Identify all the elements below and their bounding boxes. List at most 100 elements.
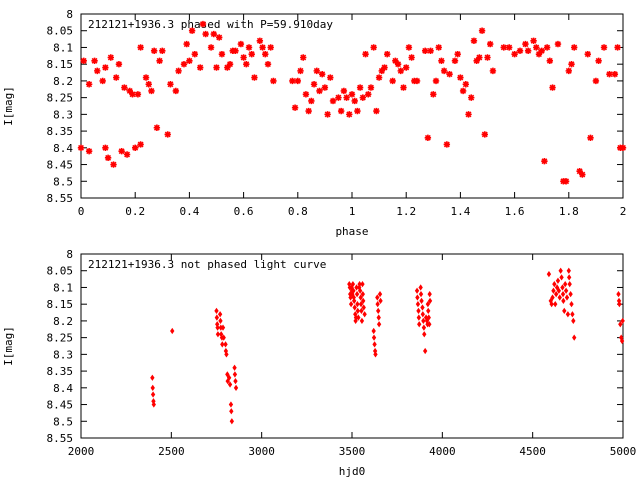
unphased-data-point: [348, 294, 353, 301]
phased-data-point: [297, 67, 304, 75]
phased-data-point: [400, 84, 407, 91]
unphased-data-point: [561, 297, 566, 304]
unphased-data-point: [150, 374, 155, 381]
phased-y-tick-label: 8.45: [47, 159, 74, 172]
phased-data-point: [600, 44, 608, 51]
phased-data-point: [584, 50, 591, 58]
phased-data-point: [91, 57, 98, 65]
unphased-x-tick-label: 2000: [68, 445, 95, 458]
phased-y-tick-label: 8.1: [53, 41, 73, 54]
phased-data-point: [546, 57, 554, 65]
unphased-data-point: [229, 408, 234, 415]
phased-data-point: [592, 77, 600, 85]
phased-data-point: [213, 64, 220, 71]
unphased-data-point: [352, 304, 357, 311]
phased-data-point: [164, 131, 171, 138]
unphased-data-point: [559, 274, 564, 281]
unphased-data-point: [214, 314, 220, 321]
phased-y-tick-label: 8.2: [53, 75, 73, 88]
phased-data-point: [102, 64, 109, 71]
phased-data-point: [102, 144, 109, 152]
phased-data-point: [107, 54, 115, 61]
phased-data-points: [77, 20, 627, 185]
unphased-data-point: [419, 297, 424, 304]
phased-data-point: [438, 57, 445, 65]
phased-data-point: [210, 30, 217, 38]
phased-data-point: [153, 124, 161, 131]
unphased-y-tick-label: 8.5: [53, 415, 73, 428]
unphased-data-point: [215, 331, 221, 338]
unphased-data-point: [362, 311, 367, 318]
unphased-x-tick-label: 3000: [248, 445, 275, 458]
phased-data-point: [465, 111, 472, 118]
phased-data-point: [300, 54, 307, 61]
phased-data-point: [443, 141, 451, 148]
phased-data-point: [340, 87, 348, 95]
unphased-data-point: [416, 314, 422, 321]
phased-x-tick-label: 1.4: [450, 205, 470, 218]
phased-data-point: [587, 134, 594, 141]
phased-data-point: [294, 77, 301, 85]
phased-data-point: [259, 44, 266, 51]
phased-data-point: [80, 57, 87, 65]
unphased-data-point: [232, 371, 238, 378]
phased-data-point: [145, 81, 152, 88]
unphased-axis-ticks: 2000 2500 3000 3500 4000 4500 5000 8 8.05 8.1 8.15…: [47, 248, 637, 458]
phased-data-point: [308, 97, 315, 105]
unphased-data-point: [228, 401, 234, 408]
unphased-data-point: [233, 384, 239, 391]
unphased-data-point: [376, 307, 381, 315]
unphased-data-point: [565, 311, 571, 318]
phased-data-point: [313, 67, 320, 75]
unphased-data-point: [350, 280, 356, 288]
phased-data-point: [459, 87, 467, 95]
unphased-data-point: [427, 291, 432, 298]
unphased-light-curve-chart: 212121+1936.3 not phased light curve hjd…: [2, 248, 636, 478]
unphased-data-point: [233, 377, 238, 385]
unphased-data-point: [562, 307, 567, 315]
phased-data-point: [207, 44, 215, 51]
unphased-data-point: [361, 297, 366, 304]
phased-data-point: [451, 57, 459, 65]
phased-data-point: [378, 67, 386, 75]
unphased-data-point: [563, 287, 569, 294]
phased-data-point: [197, 64, 204, 71]
phased-data-point: [524, 47, 532, 54]
unphased-data-point: [359, 307, 364, 315]
phased-data-point: [180, 60, 188, 68]
phased-data-point: [476, 54, 483, 61]
unphased-data-point: [373, 351, 378, 358]
phased-data-point: [291, 104, 299, 111]
phased-data-point: [403, 64, 410, 71]
phased-y-tick-label: 8.4: [53, 142, 73, 155]
phased-y-tick-label: 8: [66, 8, 73, 21]
phased-y-tick-label: 8.15: [47, 58, 74, 71]
phased-data-point: [430, 91, 437, 98]
phased-x-tick-label: 1.2: [396, 205, 416, 218]
phased-data-point: [134, 91, 142, 98]
unphased-y-tick-label: 8.35: [47, 365, 74, 378]
unphased-data-point: [568, 291, 573, 298]
phased-data-point: [218, 50, 226, 58]
phased-data-point: [435, 44, 442, 51]
unphased-data-point: [418, 284, 423, 291]
unphased-x-tick-label: 4000: [429, 445, 456, 458]
phased-data-point: [251, 74, 258, 81]
phased-data-point: [123, 151, 131, 158]
unphased-data-point: [225, 371, 230, 378]
phased-data-point: [511, 50, 518, 58]
phased-data-point: [159, 47, 166, 54]
phased-data-point: [99, 77, 106, 85]
phased-data-point: [457, 74, 464, 81]
phased-data-point: [565, 67, 572, 75]
unphased-data-point: [426, 307, 431, 315]
unphased-data-point: [377, 291, 383, 298]
unphased-data-point: [358, 301, 364, 308]
phased-data-point: [216, 34, 223, 41]
phased-data-point: [370, 44, 377, 51]
unphased-x-tick-label: 3500: [339, 445, 366, 458]
unphased-data-point: [566, 274, 572, 281]
phased-data-point: [543, 44, 551, 51]
phased-data-point: [232, 47, 239, 54]
